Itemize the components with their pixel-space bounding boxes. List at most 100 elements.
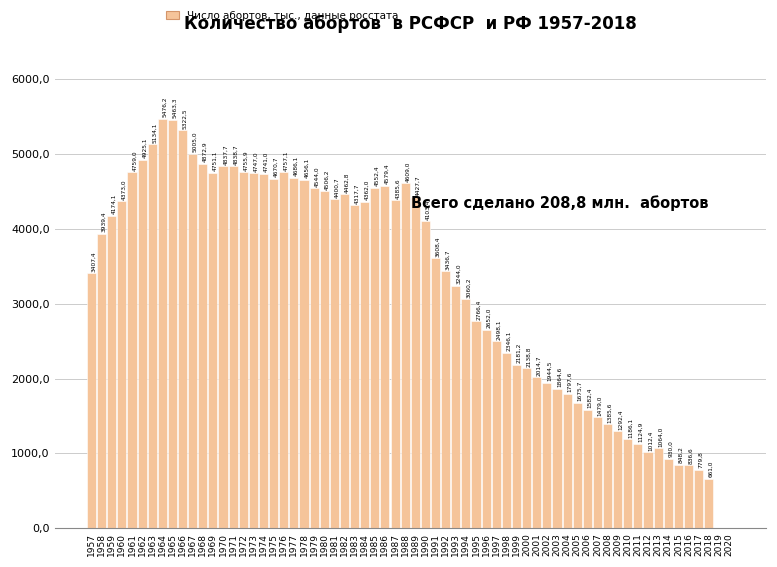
Text: 5463,3: 5463,3 <box>172 98 177 118</box>
Bar <box>198 164 207 528</box>
Text: 1124,9: 1124,9 <box>638 422 643 442</box>
Bar <box>674 464 683 528</box>
Text: 4462,8: 4462,8 <box>344 172 350 193</box>
Bar <box>552 388 562 528</box>
Text: 2346,1: 2346,1 <box>507 331 511 351</box>
Bar <box>573 403 582 528</box>
Bar <box>269 179 278 528</box>
Bar <box>542 383 552 528</box>
Text: 4757,1: 4757,1 <box>284 150 289 171</box>
Bar <box>299 180 308 528</box>
Text: 1064,0: 1064,0 <box>658 426 663 447</box>
Text: 1186,1: 1186,1 <box>628 418 632 438</box>
Bar <box>623 439 632 528</box>
Bar <box>208 173 218 528</box>
Bar <box>309 188 319 528</box>
Text: 1797,6: 1797,6 <box>567 372 572 392</box>
Text: 1864,6: 1864,6 <box>557 367 562 387</box>
Text: 2138,8: 2138,8 <box>527 346 531 367</box>
Bar <box>603 425 612 528</box>
Text: 4174,1: 4174,1 <box>112 194 117 214</box>
Text: 4837,7: 4837,7 <box>223 144 228 165</box>
Bar <box>239 172 248 528</box>
Text: 1675,7: 1675,7 <box>577 381 582 401</box>
Bar <box>107 216 117 528</box>
Text: 4579,4: 4579,4 <box>385 163 390 184</box>
Text: Всего сделано 208,8 млн.  абортов: Всего сделано 208,8 млн. абортов <box>411 195 709 210</box>
Bar <box>694 469 703 528</box>
Bar <box>371 188 379 528</box>
Text: 4872,9: 4872,9 <box>203 142 207 162</box>
Bar <box>462 299 470 528</box>
Text: 4670,7: 4670,7 <box>274 157 279 177</box>
Text: 4373,0: 4373,0 <box>122 179 127 200</box>
Text: 1012,4: 1012,4 <box>648 430 653 451</box>
Text: 1479,0: 1479,0 <box>598 395 602 416</box>
Text: 5322,5: 5322,5 <box>183 108 187 129</box>
Title: Количество абортов  в РСФСР  и РФ 1957-2018: Количество абортов в РСФСР и РФ 1957-201… <box>184 15 636 33</box>
Text: 2766,4: 2766,4 <box>476 299 481 320</box>
Text: 4838,7: 4838,7 <box>233 144 239 165</box>
Bar <box>381 185 389 528</box>
Text: 4925,1: 4925,1 <box>142 138 147 158</box>
Bar <box>188 154 197 528</box>
Bar <box>431 258 440 528</box>
Bar <box>117 201 127 528</box>
Text: 4741,0: 4741,0 <box>263 151 269 172</box>
Bar <box>168 120 177 528</box>
Text: 1385,6: 1385,6 <box>608 403 612 423</box>
Text: 836,6: 836,6 <box>688 447 694 464</box>
Bar <box>532 378 542 528</box>
Bar <box>319 191 329 528</box>
Bar <box>613 431 622 528</box>
Text: 3436,7: 3436,7 <box>446 249 451 269</box>
Text: 2652,0: 2652,0 <box>486 308 491 328</box>
Bar <box>411 197 420 528</box>
Text: 4400,7: 4400,7 <box>334 177 340 197</box>
Bar <box>684 466 693 528</box>
Text: 4656,1: 4656,1 <box>304 158 309 179</box>
Text: 4759,0: 4759,0 <box>132 150 137 171</box>
Bar <box>704 479 713 528</box>
Text: 4544,0: 4544,0 <box>314 166 319 187</box>
Text: 4385,6: 4385,6 <box>395 178 400 198</box>
Bar <box>178 130 187 528</box>
Bar <box>361 202 369 528</box>
Bar <box>228 166 238 528</box>
Text: 848,2: 848,2 <box>678 446 684 463</box>
Text: 4317,7: 4317,7 <box>354 183 360 204</box>
Text: 4686,1: 4686,1 <box>294 156 299 176</box>
Bar <box>249 173 258 528</box>
Text: 4552,4: 4552,4 <box>375 166 380 186</box>
Text: 930,0: 930,0 <box>668 440 674 457</box>
Bar <box>138 160 147 528</box>
Text: 2181,2: 2181,2 <box>517 343 521 363</box>
Text: 3939,4: 3939,4 <box>102 211 106 232</box>
Text: 4747,0: 4747,0 <box>253 151 259 172</box>
Bar <box>218 166 228 528</box>
Bar <box>391 200 399 528</box>
Bar <box>664 459 673 528</box>
Bar <box>329 199 339 528</box>
Text: 5476,2: 5476,2 <box>162 96 167 117</box>
Text: 1292,4: 1292,4 <box>618 409 622 430</box>
Bar <box>633 444 643 528</box>
Text: 1582,4: 1582,4 <box>587 388 592 408</box>
Text: 779,8: 779,8 <box>699 451 704 468</box>
Text: 3060,2: 3060,2 <box>466 277 471 298</box>
Bar <box>643 452 653 528</box>
Bar <box>87 273 96 528</box>
Bar <box>441 271 450 528</box>
Bar <box>502 353 511 528</box>
Bar <box>451 286 460 528</box>
Bar <box>583 410 592 528</box>
Text: 1944,5: 1944,5 <box>547 361 552 381</box>
Bar <box>127 172 137 528</box>
Text: 4751,1: 4751,1 <box>213 151 218 171</box>
Bar <box>148 144 157 528</box>
Legend: Число абортов, тыс., данные росстата: Число абортов, тыс., данные росстата <box>162 7 402 26</box>
Bar <box>158 119 167 528</box>
Bar <box>653 448 663 528</box>
Bar <box>482 330 491 528</box>
Bar <box>350 205 359 528</box>
